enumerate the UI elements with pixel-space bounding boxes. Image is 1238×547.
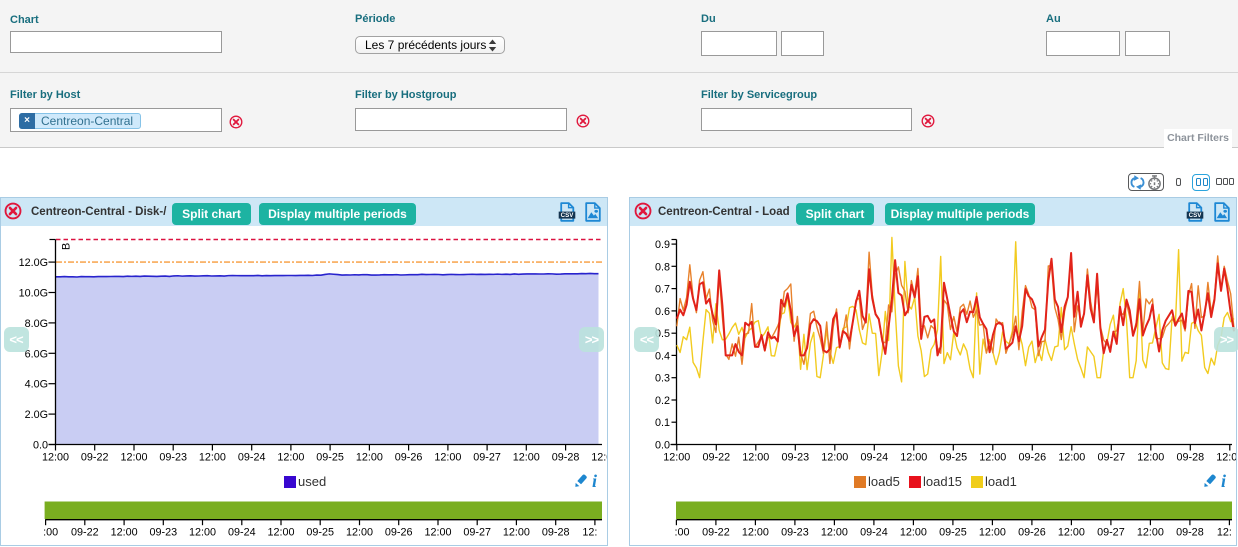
svg-text:09-22: 09-22 — [81, 452, 109, 464]
svg-text:12:00: 12:00 — [189, 527, 216, 539]
svg-text:12:00: 12:00 — [42, 452, 69, 464]
svg-text:09-22: 09-22 — [702, 452, 730, 464]
svg-text:09-27: 09-27 — [463, 527, 491, 539]
svg-text:12:00: 12:00 — [663, 452, 690, 464]
svg-text:09-24: 09-24 — [238, 452, 266, 464]
svg-text:09-26: 09-26 — [1018, 527, 1046, 539]
svg-text:CSV: CSV — [561, 212, 575, 219]
svg-text:09-25: 09-25 — [939, 527, 967, 539]
svg-text:0.7: 0.7 — [655, 284, 670, 296]
svg-text:12:00: 12:00 — [346, 527, 373, 539]
svg-text:09-24: 09-24 — [860, 452, 888, 464]
svg-text:12:00: 12:00 — [821, 527, 848, 539]
svg-text:12:00: 12:00 — [434, 452, 461, 464]
svg-text:09-22: 09-22 — [702, 527, 730, 539]
svg-text:12:00: 12:00 — [356, 452, 383, 464]
svg-text:09-27: 09-27 — [473, 452, 501, 464]
svg-text:12:00: 12:00 — [900, 452, 927, 464]
svg-text:12:00: 12:00 — [979, 452, 1006, 464]
svg-text:12.0G: 12.0G — [19, 257, 48, 269]
svg-text:0.8: 0.8 — [655, 261, 670, 273]
svg-text:09-26: 09-26 — [385, 527, 413, 539]
svg-text:0.4: 0.4 — [655, 350, 670, 362]
svg-text:12:00: 12:00 — [591, 452, 607, 464]
svg-text:12:00: 12:00 — [900, 527, 927, 539]
svg-text::00: :00 — [43, 527, 58, 539]
svg-text:12:00: 12:00 — [199, 452, 226, 464]
svg-text:09-28: 09-28 — [542, 527, 570, 539]
svg-text:12:00: 12:00 — [742, 527, 769, 539]
svg-text:2.0G: 2.0G — [25, 409, 48, 421]
svg-text:09-25: 09-25 — [306, 527, 334, 539]
svg-text:12:: 12: — [1217, 527, 1232, 539]
svg-text:12:00: 12:00 — [1137, 452, 1164, 464]
svg-text:6.0G: 6.0G — [25, 348, 48, 360]
svg-text:12:00: 12:00 — [277, 452, 304, 464]
svg-text:12:00: 12:00 — [1058, 452, 1085, 464]
svg-text:12:00: 12:00 — [111, 527, 138, 539]
svg-text:09-23: 09-23 — [781, 527, 809, 539]
svg-text:09-23: 09-23 — [781, 452, 809, 464]
svg-text:12:00: 12:00 — [821, 452, 848, 464]
svg-text::00: :00 — [675, 527, 690, 539]
svg-text:12:00: 12:00 — [120, 452, 147, 464]
svg-text:09-26: 09-26 — [395, 452, 423, 464]
svg-text:12:00: 12:00 — [513, 452, 540, 464]
svg-text:09-25: 09-25 — [316, 452, 344, 464]
svg-text:0.0: 0.0 — [33, 440, 48, 452]
svg-text:0.0: 0.0 — [655, 440, 670, 452]
svg-text:B: B — [61, 243, 73, 250]
svg-text:8.0G: 8.0G — [25, 318, 48, 330]
svg-text:4.0G: 4.0G — [25, 379, 48, 391]
svg-text:09-28: 09-28 — [552, 452, 580, 464]
svg-text:0.1: 0.1 — [655, 417, 670, 429]
svg-text:09-25: 09-25 — [939, 452, 967, 464]
svg-text:09-24: 09-24 — [228, 527, 256, 539]
svg-text:09-28: 09-28 — [1176, 452, 1204, 464]
svg-text:09-23: 09-23 — [159, 452, 187, 464]
svg-text:12:00: 12:00 — [267, 527, 294, 539]
svg-text:12:00: 12:00 — [1216, 452, 1236, 464]
svg-text:12:00: 12:00 — [503, 527, 530, 539]
svg-text:0.2: 0.2 — [655, 395, 670, 407]
svg-text:09-22: 09-22 — [71, 527, 99, 539]
svg-text:0.3: 0.3 — [655, 373, 670, 385]
svg-text:12:00: 12:00 — [742, 452, 769, 464]
svg-text:12:00: 12:00 — [1058, 527, 1085, 539]
svg-text:12:: 12: — [582, 527, 597, 539]
svg-text:12:00: 12:00 — [1137, 527, 1164, 539]
svg-text:09-28: 09-28 — [1176, 527, 1204, 539]
svg-text:09-27: 09-27 — [1097, 452, 1125, 464]
svg-text:0.9: 0.9 — [655, 239, 670, 251]
svg-text:09-26: 09-26 — [1018, 452, 1046, 464]
svg-text:12:00: 12:00 — [979, 527, 1006, 539]
svg-text:09-23: 09-23 — [149, 527, 177, 539]
svg-text:09-24: 09-24 — [860, 527, 888, 539]
svg-text:10.0G: 10.0G — [19, 288, 48, 300]
svg-text:09-27: 09-27 — [1097, 527, 1125, 539]
svg-text:12:00: 12:00 — [424, 527, 451, 539]
svg-text:0.6: 0.6 — [655, 306, 670, 318]
svg-text:CSV: CSV — [1189, 212, 1203, 219]
